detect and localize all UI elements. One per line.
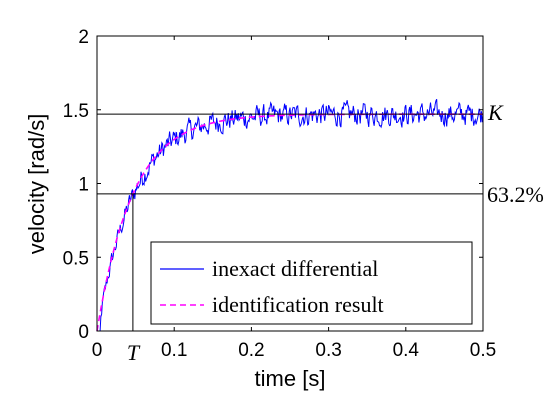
reference-lines — [97, 113, 483, 331]
ref-label-k: K — [487, 100, 504, 125]
x-tick-label: 0 — [92, 340, 103, 361]
legend: inexact differential identification resu… — [150, 241, 473, 325]
x-tick-label: 0.1 — [161, 340, 187, 361]
ref-label-63pct: 63.2% — [487, 182, 544, 207]
y-tick-label: 1.5 — [63, 101, 89, 122]
y-tick-label: 1 — [78, 175, 89, 196]
x-tick-label: 0.2 — [238, 340, 264, 361]
x-tick-label: 0.5 — [470, 340, 496, 361]
y-tick-label: 0.5 — [63, 248, 89, 269]
x-tick-label: 0.4 — [393, 340, 420, 361]
legend-box — [150, 241, 473, 325]
y-tick-label: 0 — [78, 322, 89, 343]
legend-label-identification: identification result — [212, 292, 384, 317]
ref-label-t: T — [127, 340, 141, 365]
y-tick-label: 2 — [78, 27, 89, 48]
y-axis-title: velocity [rad/s] — [24, 114, 49, 255]
x-axis-title: time [s] — [255, 366, 326, 391]
legend-label-inexact: inexact differential — [212, 256, 378, 281]
x-tick-label: 0.3 — [315, 340, 341, 361]
axis-ticks: 0 0.1 0.2 0.3 0.4 0.5 0 0.5 1 1.5 2 — [63, 27, 497, 361]
series-inexact-differential — [97, 98, 484, 332]
series-identification-result — [96, 113, 483, 332]
series-layer — [96, 98, 484, 332]
